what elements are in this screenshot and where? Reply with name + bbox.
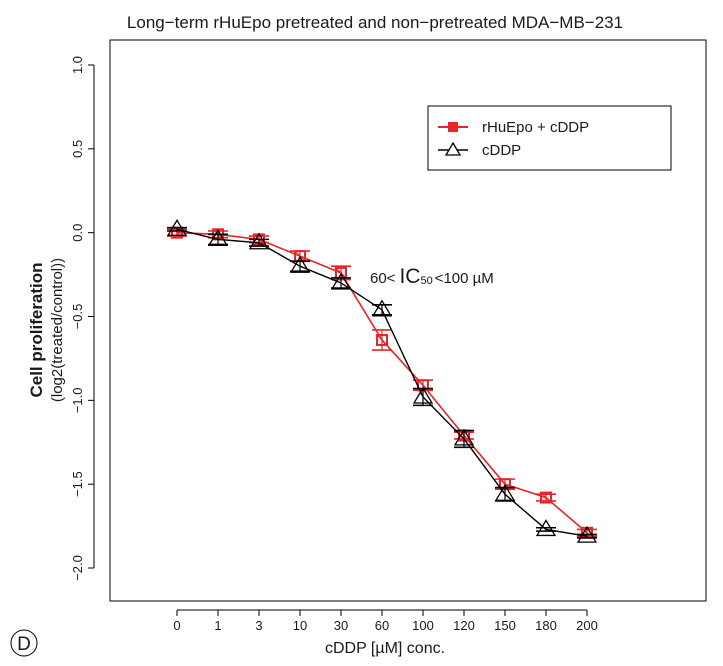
x-tick-label: 3 bbox=[255, 618, 262, 633]
x-tick-label: 180 bbox=[535, 618, 557, 633]
ic50-suffix: <100 µM bbox=[435, 270, 494, 287]
x-tick-label: 200 bbox=[576, 618, 598, 633]
y-axis: 1.0 0.5 0.0 −0.5 −1.0 −1.5 −2.0 bbox=[70, 56, 94, 581]
panel-label: D bbox=[17, 634, 31, 655]
x-tick-label: 150 bbox=[494, 618, 516, 633]
y-tick-label: −1.0 bbox=[70, 387, 85, 413]
x-tick-label: 100 bbox=[412, 618, 434, 633]
ic50-sub: 50 bbox=[420, 275, 432, 287]
x-tick-label: 120 bbox=[453, 618, 475, 633]
y-axis-label-sub: (log2(treated/control)) bbox=[49, 258, 66, 402]
y-tick-label: 0.0 bbox=[70, 224, 85, 242]
y-tick-label: −2.0 bbox=[70, 555, 85, 581]
x-axis-label: cDDP [µM] conc. bbox=[325, 640, 445, 657]
ic50-prefix: 60< bbox=[370, 270, 396, 287]
x-tick-label: 60 bbox=[375, 618, 389, 633]
y-tick-label: 0.5 bbox=[70, 140, 85, 158]
legend-marker-rhuepo bbox=[448, 122, 458, 132]
x-tick-label: 30 bbox=[334, 618, 348, 633]
y-axis-label-main: Cell proliferation bbox=[27, 262, 46, 397]
legend-label-cddp: cDDP bbox=[482, 142, 521, 159]
x-tick-label: 0 bbox=[173, 618, 180, 633]
x-tick-label: 10 bbox=[293, 618, 307, 633]
x-tick-label: 1 bbox=[214, 618, 221, 633]
y-tick-label: 1.0 bbox=[70, 56, 85, 74]
series-layer bbox=[167, 220, 597, 542]
legend: rHuEpo + cDDP cDDP bbox=[428, 106, 671, 170]
y-axis-sublabel: (log2(treated/control)) bbox=[49, 258, 66, 402]
ic50-annotation: 60< IC50 <100 µM bbox=[370, 265, 494, 288]
y-tick-label: −1.5 bbox=[70, 471, 85, 497]
y-axis-label: Cell proliferation bbox=[27, 262, 46, 397]
y-tick-label: −0.5 bbox=[70, 304, 85, 330]
x-axis: 0 1 3 10 30 60 100 120 150 180 200 bbox=[173, 610, 597, 633]
ic50-main: IC bbox=[399, 265, 420, 288]
legend-label-rhuepo: rHuEpo + cDDP bbox=[482, 119, 589, 136]
legend-box bbox=[428, 106, 671, 170]
chart-title: Long−term rHuEpo pretreated and non−pret… bbox=[127, 13, 623, 32]
